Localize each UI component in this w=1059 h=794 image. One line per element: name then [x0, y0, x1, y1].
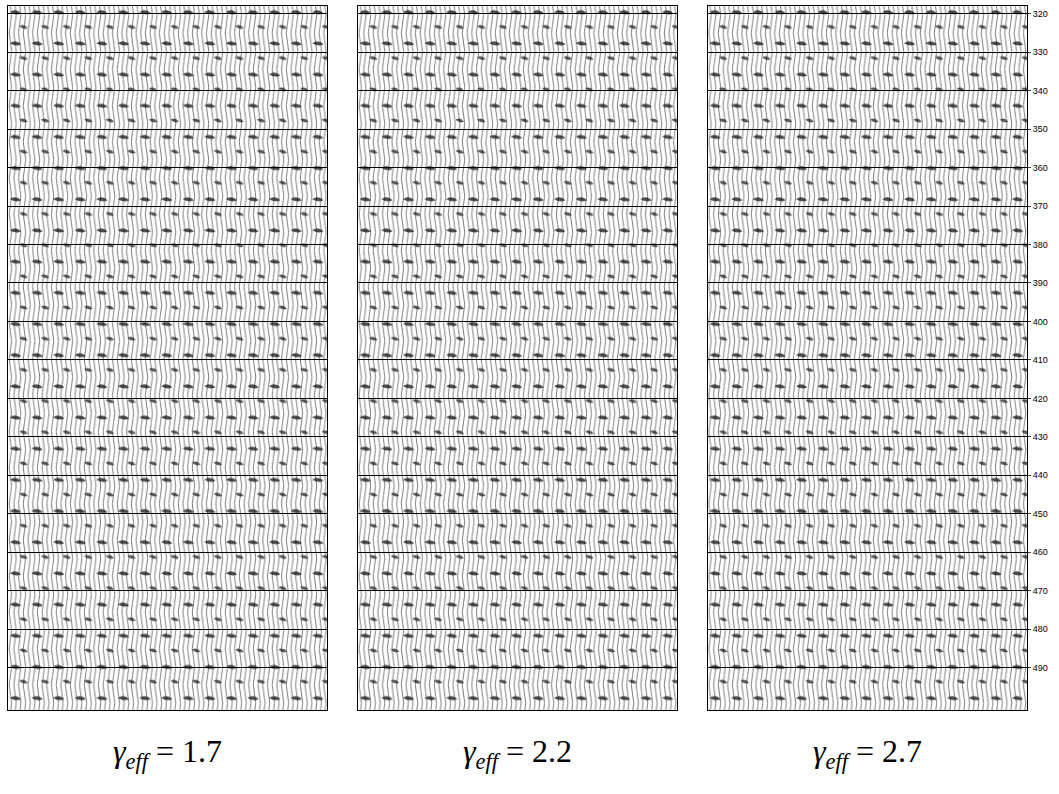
svg-text:γ​eff​ = 2.7: γ​eff​ = 2.7 [813, 733, 922, 774]
svg-text:360: 360 [1033, 163, 1048, 173]
svg-text:400: 400 [1033, 317, 1048, 327]
svg-text:340: 340 [1033, 86, 1048, 96]
svg-text:320: 320 [1033, 9, 1048, 19]
svg-text:460: 460 [1033, 547, 1048, 557]
svg-text:380: 380 [1033, 240, 1048, 250]
svg-text:γ​eff​ = 1.7: γ​eff​ = 1.7 [113, 733, 222, 774]
svg-text:420: 420 [1033, 394, 1048, 404]
svg-text:440: 440 [1033, 470, 1048, 480]
svg-text:410: 410 [1033, 355, 1048, 365]
svg-text:450: 450 [1033, 509, 1048, 519]
svg-text:350: 350 [1033, 124, 1048, 134]
svg-text:370: 370 [1033, 201, 1048, 211]
svg-text:470: 470 [1033, 586, 1048, 596]
svg-text:430: 430 [1033, 432, 1048, 442]
svg-text:γ​eff​ = 2.2: γ​eff​ = 2.2 [463, 733, 572, 774]
svg-text:390: 390 [1033, 278, 1048, 288]
svg-text:480: 480 [1033, 624, 1048, 634]
svg-text:490: 490 [1033, 663, 1048, 673]
svg-text:330: 330 [1033, 47, 1048, 57]
